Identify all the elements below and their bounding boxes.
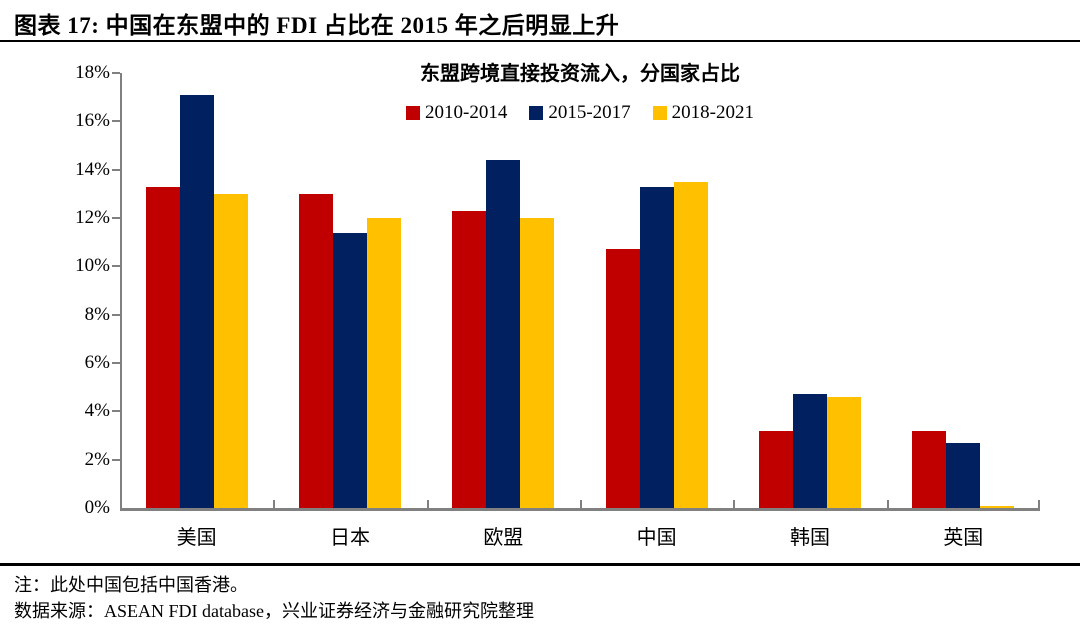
y-tick-label: 4% <box>84 400 110 422</box>
legend-swatch-icon <box>529 106 544 120</box>
y-axis-tick <box>112 265 120 268</box>
bar-2018-2021-中国 <box>673 181 708 508</box>
y-tick-label: 10% <box>75 255 110 277</box>
chart-note: 注：此处中国包括中国香港。 <box>14 575 248 595</box>
y-tick-label: 18% <box>75 62 110 83</box>
chart-legend: 2010-2014 2015-2017 2018-2021 <box>120 102 1040 124</box>
figure-title: 图表 17: 中国在东盟中的 FDI 占比在 2015 年之后明显上升 <box>14 13 620 38</box>
legend-label: 2018-2021 <box>671 102 754 123</box>
bar-2018-2021-日本 <box>367 218 401 508</box>
x-tick-label: 欧盟 <box>483 527 524 549</box>
bar-2010-2014-韩国 <box>759 430 793 508</box>
x-axis-tick <box>273 500 276 508</box>
y-axis-tick <box>112 313 120 316</box>
bar-2010-2014-美国 <box>145 186 180 508</box>
plot-area <box>112 72 1040 511</box>
bar-2018-2021-欧盟 <box>520 218 555 508</box>
bar-2015-2017-美国 <box>179 94 214 508</box>
bar-2015-2017-日本 <box>333 232 367 508</box>
bar-2015-2017-欧盟 <box>486 160 521 508</box>
x-axis-labels: 美国 日本 欧盟 中国 韩国 英国 <box>120 521 1040 551</box>
x-axis-tick <box>426 500 429 508</box>
bar-2010-2014-欧盟 <box>452 210 487 508</box>
y-tick-label: 16% <box>75 110 110 132</box>
x-axis-line <box>120 508 1040 511</box>
x-tick-label: 英国 <box>943 527 984 549</box>
y-axis-tick <box>112 217 120 219</box>
y-axis-tick <box>112 410 120 413</box>
legend-swatch-icon <box>406 106 420 120</box>
x-axis-tick <box>886 500 889 508</box>
x-axis-tick <box>580 500 582 508</box>
x-tick-label: 中国 <box>636 527 677 549</box>
bar-2015-2017-中国 <box>639 186 674 508</box>
legend-swatch-icon <box>652 106 667 120</box>
legend-item-2018-2021: 2018-2021 <box>652 102 754 124</box>
bar-2010-2014-日本 <box>299 193 333 508</box>
y-tick-label: 14% <box>75 158 110 180</box>
legend-label: 2015-2017 <box>548 102 631 123</box>
y-tick-label: 0% <box>84 497 110 518</box>
bar-2010-2014-英国 <box>912 430 947 508</box>
x-axis-tick <box>1038 500 1040 508</box>
legend-label: 2010-2014 <box>425 102 508 123</box>
y-axis-tick <box>112 458 120 461</box>
header-divider <box>0 40 1080 42</box>
data-source: 数据来源：ASEAN FDI database，兴业证券经济与金融研究院整理 <box>14 601 534 621</box>
bar-2015-2017-英国 <box>946 442 981 508</box>
chart-title: 东盟跨境直接投资流入，分国家占比 <box>420 63 740 85</box>
x-axis-tick <box>733 500 736 508</box>
legend-item-2010-2014: 2010-2014 <box>406 102 507 124</box>
x-tick-label: 美国 <box>176 527 217 549</box>
x-axis-tick <box>120 500 122 508</box>
y-tick-label: 2% <box>84 448 110 470</box>
legend-item-2015-2017: 2015-2017 <box>529 102 631 124</box>
y-axis-tick <box>112 120 120 123</box>
x-tick-label: 日本 <box>329 527 370 549</box>
bar-2010-2014-中国 <box>605 249 640 508</box>
bar-2015-2017-韩国 <box>793 394 827 508</box>
bar-2018-2021-英国 <box>980 506 1015 508</box>
y-axis-line <box>120 73 122 508</box>
y-axis-tick <box>112 362 120 364</box>
y-axis-tick <box>112 72 120 74</box>
x-tick-label: 韩国 <box>789 527 830 549</box>
bar-2018-2021-美国 <box>213 193 248 508</box>
y-tick-label: 6% <box>84 352 110 373</box>
y-tick-label: 8% <box>84 303 110 325</box>
y-axis-tick <box>112 168 120 171</box>
bar-2018-2021-韩国 <box>827 396 861 508</box>
y-axis-labels: 0% 2% 4% 6% 8% 10% 12% 14% 16% 18% <box>30 62 110 518</box>
footer-divider <box>0 563 1080 566</box>
y-tick-label: 12% <box>75 207 110 228</box>
